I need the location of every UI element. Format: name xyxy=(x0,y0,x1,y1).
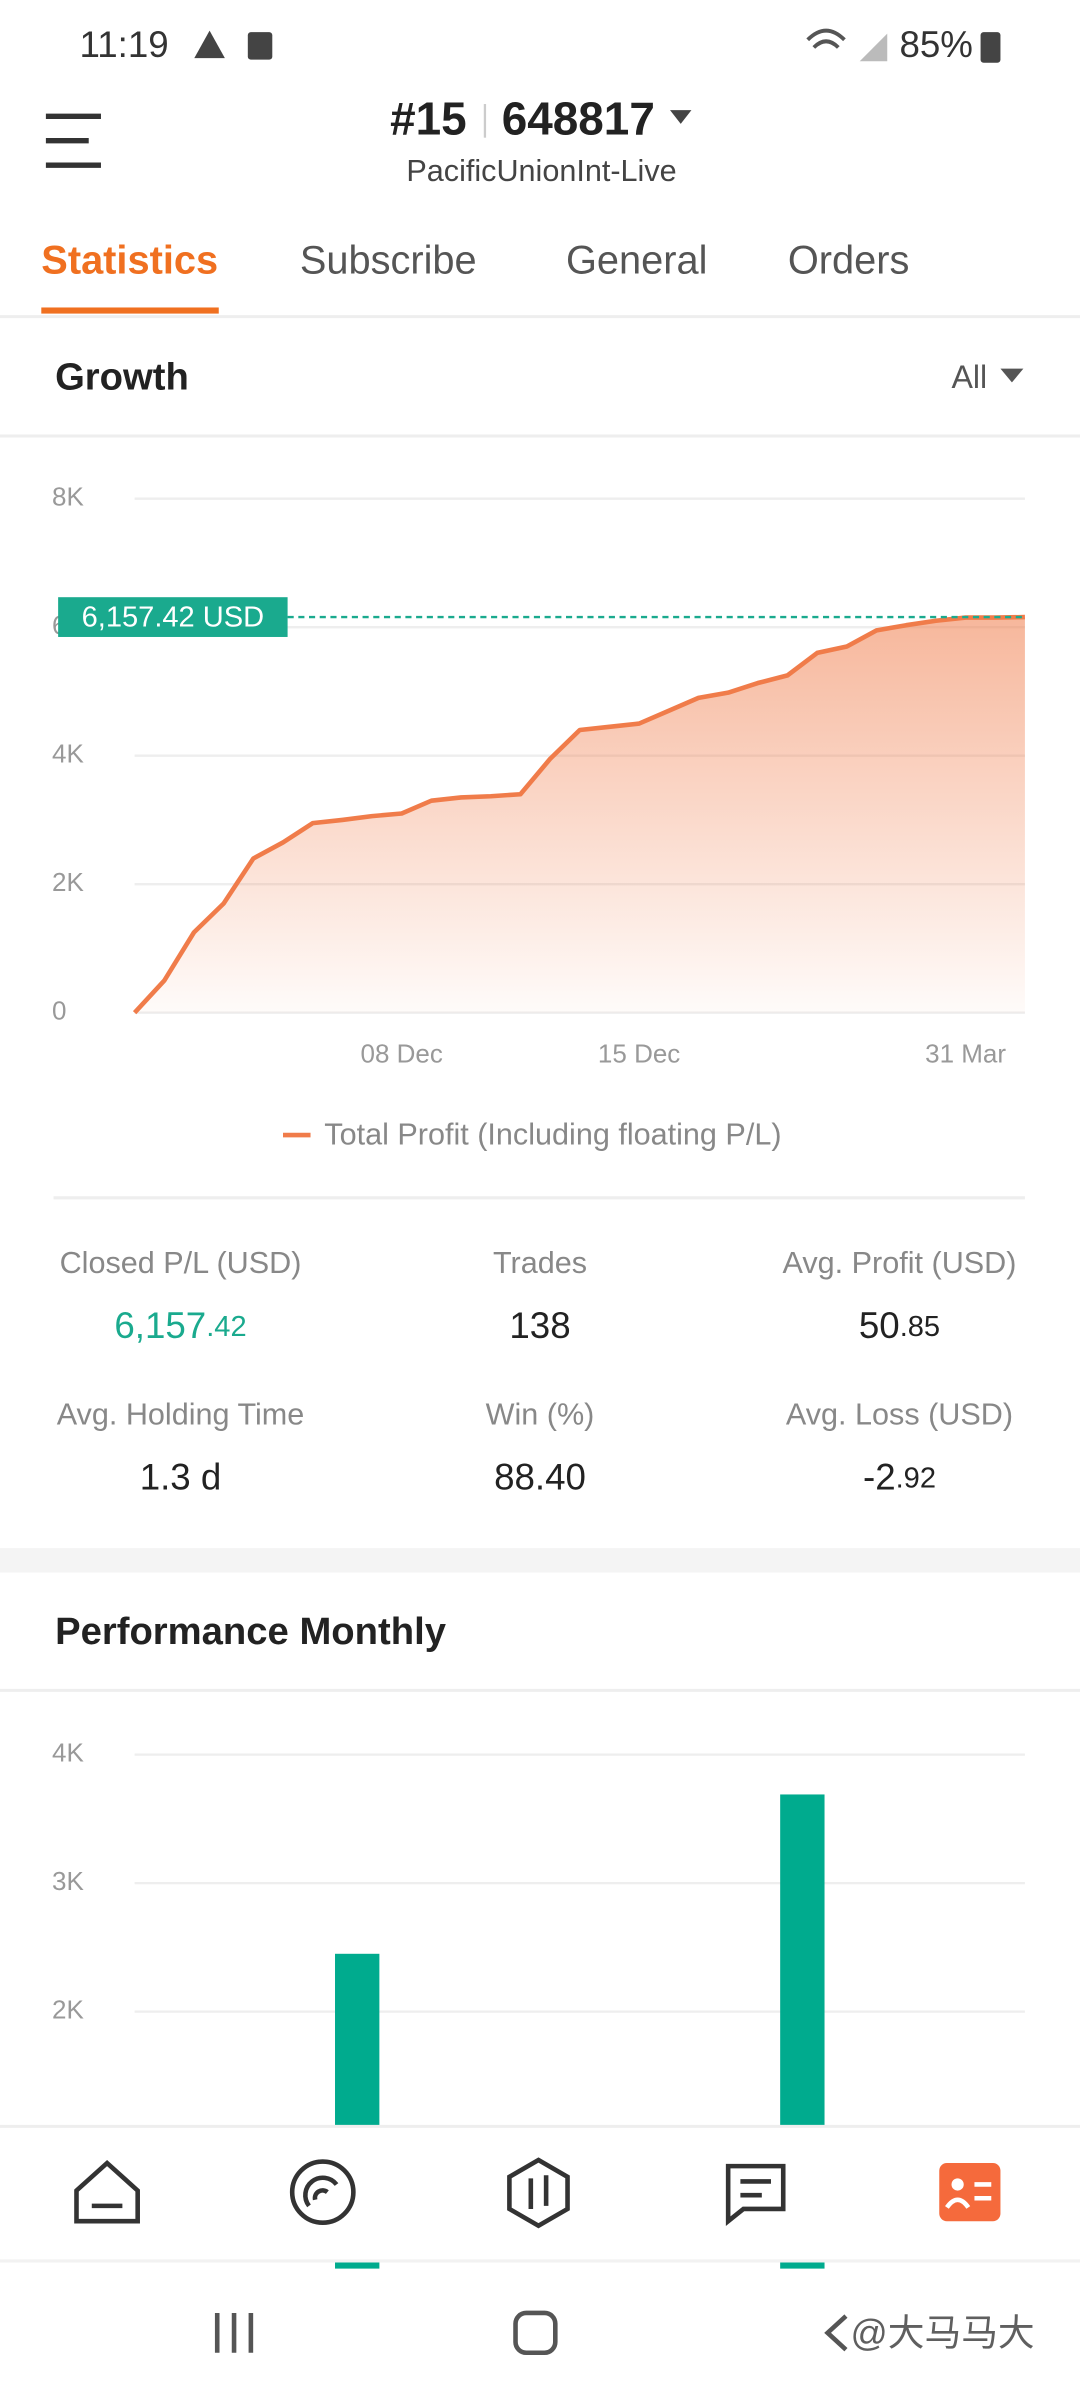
status-time: 11:19 xyxy=(80,24,169,65)
y-tick-label: 3K xyxy=(52,1866,84,1896)
nav-home[interactable] xyxy=(74,2159,140,2224)
nav-profile[interactable] xyxy=(939,2163,1001,2222)
tab[interactable]: Statistics xyxy=(41,239,218,283)
nav-feed[interactable] xyxy=(289,2159,356,2226)
y-tick-label: 4K xyxy=(52,1737,84,1767)
nav-profile-glyph xyxy=(945,2182,992,2209)
x-tick-label: 08 Dec xyxy=(361,1038,443,1068)
y-tick-label: 2K xyxy=(52,867,84,897)
bottom-nav xyxy=(0,2126,1080,2261)
nav-feed-glyph xyxy=(303,2175,339,2208)
area xyxy=(134,617,1025,1013)
battery-icon xyxy=(980,32,1001,63)
dropdown-arrow xyxy=(670,110,692,124)
y-tick-label: 0 xyxy=(52,996,66,1026)
tab[interactable]: General xyxy=(566,239,707,283)
account-id: #15 xyxy=(390,93,467,145)
annotation-box xyxy=(58,597,288,637)
filter-text: All xyxy=(952,359,988,395)
tab[interactable]: Subscribe xyxy=(300,239,477,283)
stat-value: 6,157.42 xyxy=(114,1305,246,1346)
stat-label: Avg. Holding Time xyxy=(57,1398,305,1432)
section-gap xyxy=(0,1548,1080,1573)
stat-value: 88.40 xyxy=(494,1456,586,1497)
sys-recents[interactable] xyxy=(214,2312,254,2353)
range-filter[interactable]: All xyxy=(952,359,1024,395)
y-tick-label: 4K xyxy=(52,739,84,769)
stat-label: Avg. Profit (USD) xyxy=(783,1246,1017,1280)
sys-back[interactable] xyxy=(824,2314,848,2352)
stat-label: Closed P/L (USD) xyxy=(60,1246,302,1280)
battery-text: 85% xyxy=(899,24,972,65)
stat-value-decimals: .92 xyxy=(896,1462,936,1494)
stat-value: -2.92 xyxy=(863,1456,936,1497)
section-title: Growth xyxy=(55,355,189,398)
stat-value: 50.85 xyxy=(859,1305,940,1346)
stat-label: Avg. Loss (USD) xyxy=(786,1398,1013,1432)
section-title: Performance Monthly xyxy=(55,1610,447,1653)
status-icon xyxy=(247,32,273,60)
stat-value: 1.3 d xyxy=(140,1456,222,1497)
stat-value-main: 1.3 d xyxy=(140,1456,222,1497)
stat-value-main: 6,157 xyxy=(114,1305,206,1346)
signal-icon xyxy=(859,33,888,62)
sys-home[interactable] xyxy=(513,2310,558,2356)
x-tick-label: 15 Dec xyxy=(598,1038,680,1068)
account-selector[interactable]: #15 648817 PacificUnionInt-Live xyxy=(390,93,692,188)
stat-value-main: -2 xyxy=(863,1456,896,1497)
annotation-label: 6,157.42 USD xyxy=(82,601,264,633)
stat-value-main: 138 xyxy=(509,1305,570,1346)
tab[interactable]: Orders xyxy=(788,239,910,283)
stat-value-decimals: .85 xyxy=(900,1310,940,1342)
line xyxy=(132,614,1025,1015)
y-tick-label: 2K xyxy=(52,1994,84,2024)
x-tick-label: 31 Mar xyxy=(925,1038,1006,1068)
y-tick-label: 8K xyxy=(52,482,84,512)
stat-value-main: 88.40 xyxy=(494,1456,586,1497)
stat-label: Trades xyxy=(493,1246,587,1280)
nav-messages[interactable] xyxy=(725,2163,786,2226)
legend-label: Total Profit (Including floating P/L) xyxy=(324,1118,781,1152)
account-number: 648817 xyxy=(502,93,655,145)
stat-value-main: 50 xyxy=(859,1305,900,1346)
wifi-icon xyxy=(806,28,846,49)
warning-icon xyxy=(194,30,225,59)
server-name: PacificUnionInt-Live xyxy=(406,154,676,188)
stat-label: Win (%) xyxy=(486,1398,595,1432)
nav-profile-glyph xyxy=(951,2178,964,2191)
tab-indicator xyxy=(41,307,219,314)
watermark: @大马马大 xyxy=(851,2313,1035,2354)
nav-trade[interactable] xyxy=(507,2157,570,2229)
stat-value-decimals: .42 xyxy=(206,1310,246,1342)
stat-value: 138 xyxy=(509,1305,570,1346)
menu-button[interactable] xyxy=(45,113,101,168)
dropdown-arrow xyxy=(1000,368,1024,383)
